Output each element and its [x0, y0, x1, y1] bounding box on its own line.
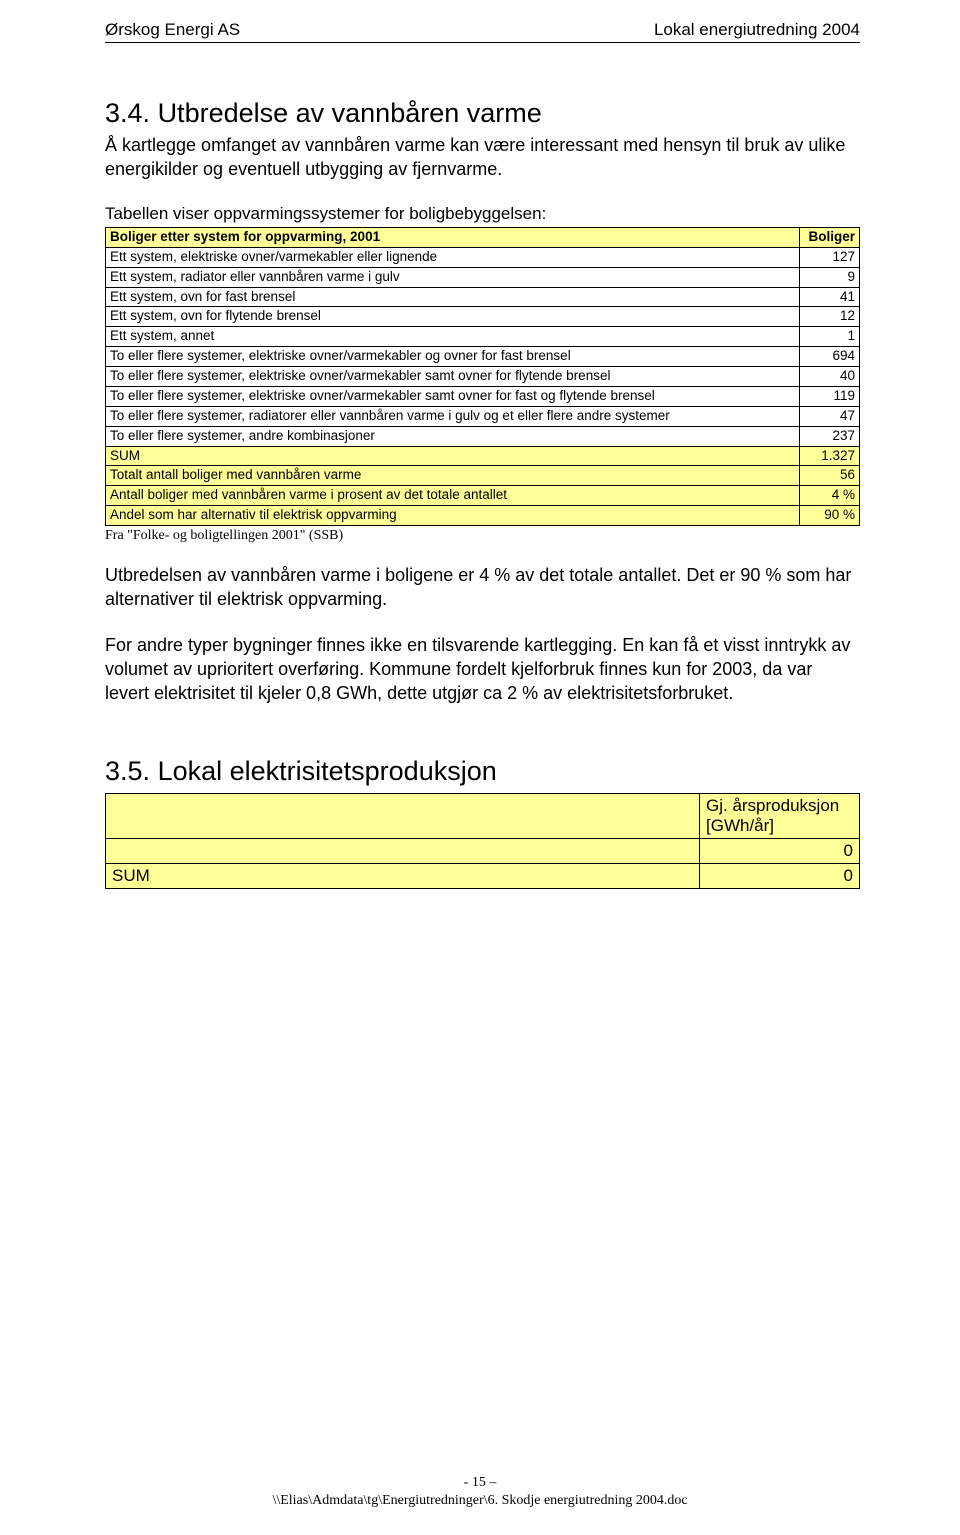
row-label: SUM [106, 863, 700, 888]
sum-row: SUM 0 [106, 863, 860, 888]
table-row: Ett system, radiator eller vannbåren var… [106, 267, 860, 287]
row-label: To eller flere systemer, elektriske ovne… [106, 347, 800, 367]
row-label: Totalt antall boliger med vannbåren varm… [106, 466, 800, 486]
row-value: 1 [800, 327, 860, 347]
row-value: 0 [700, 863, 860, 888]
alt-row: Andel som har alternativ til elektrisk o… [106, 506, 860, 526]
row-label: Andel som har alternativ til elektrisk o… [106, 506, 800, 526]
row-label: Ett system, elektriske ovner/varmekabler… [106, 247, 800, 267]
page-footer: - 15 – \\Elias\Admdata\tg\Energiutrednin… [0, 1474, 960, 1510]
table-row: To eller flere systemer, elektriske ovne… [106, 347, 860, 367]
table-row: Ett system, elektriske ovner/varmekabler… [106, 247, 860, 267]
row-label: To eller flere systemer, radiatorer elle… [106, 406, 800, 426]
row-value: 119 [800, 386, 860, 406]
row-value: 0 [700, 838, 860, 863]
row-label: Ett system, radiator eller vannbåren var… [106, 267, 800, 287]
section-number: 3.5. [105, 756, 150, 786]
table-row: To eller flere systemer, elektriske ovne… [106, 386, 860, 406]
row-value: 1.327 [800, 446, 860, 466]
section-3-5-heading: 3.5. Lokal elektrisitetsproduksjon [105, 756, 860, 787]
page-header: Ørskog Energi AS Lokal energiutredning 2… [105, 20, 860, 40]
paragraph-intro-2: Tabellen viser oppvarmingssystemer for b… [105, 204, 860, 224]
row-value: 127 [800, 247, 860, 267]
row-value: 56 [800, 466, 860, 486]
row-value: 4 % [800, 486, 860, 506]
table-row: To eller flere systemer, andre kombinasj… [106, 426, 860, 446]
row-value: 694 [800, 347, 860, 367]
row-label: Ett system, ovn for fast brensel [106, 287, 800, 307]
row-value: 47 [800, 406, 860, 426]
row-value: 9 [800, 267, 860, 287]
row-label: Ett system, annet [106, 327, 800, 347]
section-3-4-heading: 3.4. Utbredelse av vannbåren varme [105, 98, 860, 129]
row-value: 40 [800, 367, 860, 387]
section-title: Utbredelse av vannbåren varme [158, 98, 542, 128]
row-label [106, 793, 700, 838]
paragraph-intro-1: Å kartlegge omfanget av vannbåren varme … [105, 134, 860, 182]
table-row: Ett system, ovn for fast brensel41 [106, 287, 860, 307]
col-header-value: Boliger [800, 227, 860, 247]
paragraph-body-2: For andre typer bygninger finnes ikke en… [105, 634, 860, 706]
table-row: 0 [106, 838, 860, 863]
col-header-label: Boliger etter system for oppvarming, 200… [106, 227, 800, 247]
row-label: Ett system, ovn for flytende brensel [106, 307, 800, 327]
table-row: Ett system, ovn for flytende brensel12 [106, 307, 860, 327]
table-row: Gj. årsproduksjon [GWh/år] [106, 793, 860, 838]
col-header-value: Gj. årsproduksjon [GWh/år] [700, 793, 860, 838]
row-label: To eller flere systemer, elektriske ovne… [106, 386, 800, 406]
header-left: Ørskog Energi AS [105, 20, 240, 40]
sum-row: SUM1.327 [106, 446, 860, 466]
table-caption: Fra "Folke- og boligtellingen 2001" (SSB… [105, 528, 860, 544]
section-number: 3.4. [105, 98, 150, 128]
paragraph-body-1: Utbredelsen av vannbåren varme i boligen… [105, 564, 860, 612]
pct-vann-row: Antall boliger med vannbåren varme i pro… [106, 486, 860, 506]
file-path: \\Elias\Admdata\tg\Energiutredninger\6. … [0, 1492, 960, 1510]
table-row: To eller flere systemer, radiatorer elle… [106, 406, 860, 426]
row-value: 41 [800, 287, 860, 307]
total-vann-row: Totalt antall boliger med vannbåren varm… [106, 466, 860, 486]
production-table: Gj. årsproduksjon [GWh/år] 0 SUM 0 [105, 793, 860, 889]
heating-systems-table: Boliger etter system for oppvarming, 200… [105, 227, 860, 526]
row-value: 237 [800, 426, 860, 446]
row-label: SUM [106, 446, 800, 466]
page: Ørskog Energi AS Lokal energiutredning 2… [0, 0, 960, 1535]
page-number: - 15 – [0, 1474, 960, 1492]
header-right: Lokal energiutredning 2004 [654, 20, 860, 40]
row-label: To eller flere systemer, andre kombinasj… [106, 426, 800, 446]
row-value: 90 % [800, 506, 860, 526]
row-value: 12 [800, 307, 860, 327]
table-row: To eller flere systemer, elektriske ovne… [106, 367, 860, 387]
row-label [106, 838, 700, 863]
table-row: Ett system, annet1 [106, 327, 860, 347]
row-label: To eller flere systemer, elektriske ovne… [106, 367, 800, 387]
row-label: Antall boliger med vannbåren varme i pro… [106, 486, 800, 506]
header-rule [105, 42, 860, 43]
section-title: Lokal elektrisitetsproduksjon [158, 756, 497, 786]
